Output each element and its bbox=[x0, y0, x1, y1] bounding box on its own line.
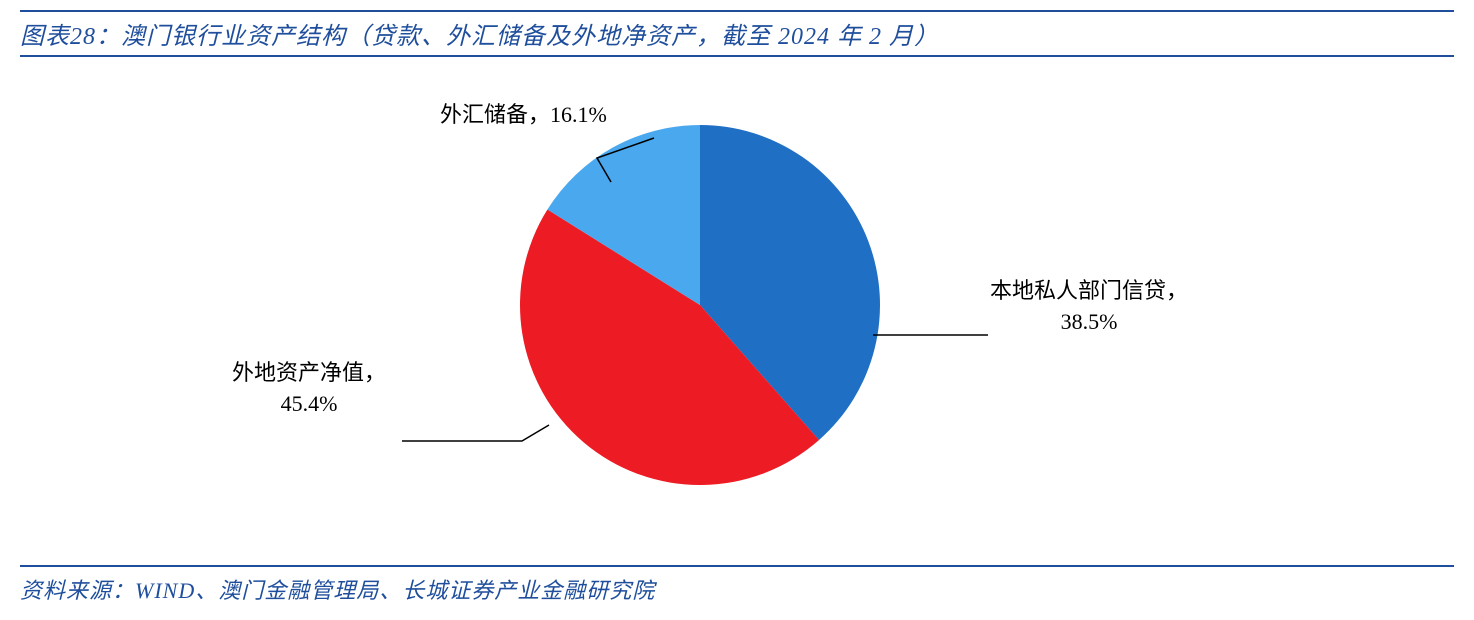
pie-chart-area: 本地私人部门信贷，38.5% 外地资产净值，45.4% 外汇储备，16.1% bbox=[0, 60, 1474, 530]
chart-source: 资料来源：WIND、澳门金融管理局、长城证券产业金融研究院 bbox=[20, 573, 1454, 605]
chart-title-bar: 图表28：澳门银行业资产结构（贷款、外汇储备及外地净资产，截至 2024 年 2… bbox=[20, 10, 1454, 57]
chart-title: 图表28：澳门银行业资产结构（贷款、外汇储备及外地净资产，截至 2024 年 2… bbox=[20, 16, 1454, 51]
chart-source-bar: 资料来源：WIND、澳门金融管理局、长城证券产业金融研究院 bbox=[20, 565, 1454, 605]
slice-label: 本地私人部门信贷，38.5% bbox=[990, 276, 1188, 338]
pie-chart bbox=[520, 125, 880, 485]
slice-label: 外汇储备，16.1% bbox=[440, 100, 607, 131]
slice-label: 外地资产净值，45.4% bbox=[232, 358, 386, 420]
